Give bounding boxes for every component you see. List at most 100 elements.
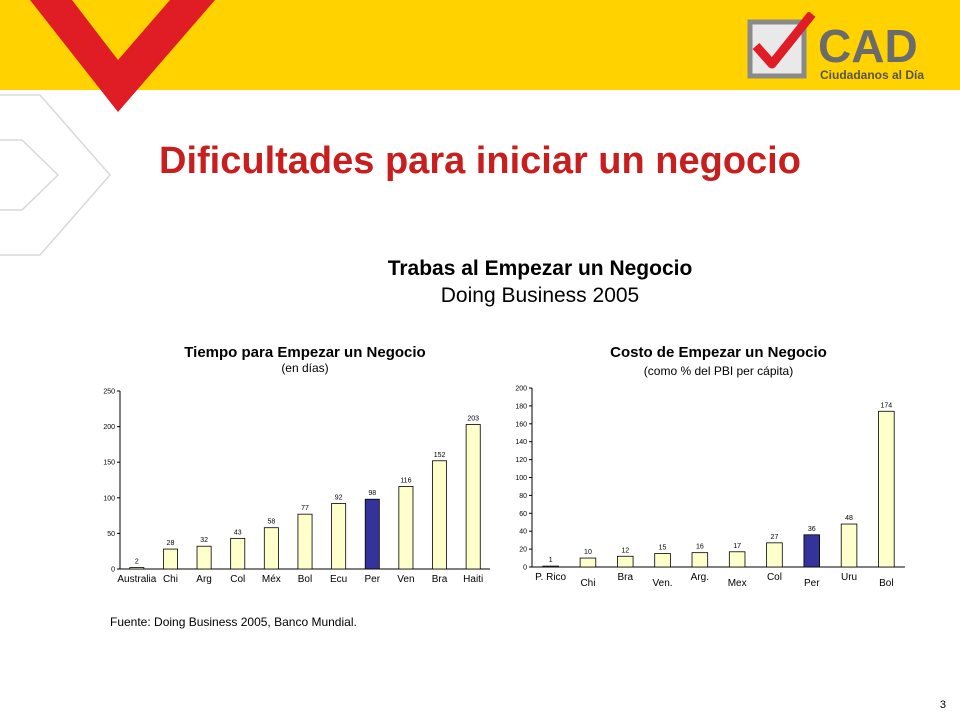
data-label: 43 [234,529,242,536]
y-tick-label: 200 [515,386,527,393]
bar-bol [878,410,895,568]
category-label: Col [767,572,782,583]
decorative-chevrons [0,0,215,256]
chart-time-to-start: Tiempo para Empezar un Negocio(en días) 0… [103,344,490,585]
category-label: Ven. [653,578,673,589]
y-tick-label: 140 [515,439,527,446]
data-label: 12 [621,547,629,554]
chart-subtitle: (en días) [281,361,328,375]
category-label: Méx [262,574,281,585]
page-number: 3 [939,699,946,711]
slide-title: Dificultades para iniciar un negocio [159,140,801,182]
category-label: Uru [841,572,857,583]
chart-cost-to-start: Costo de Empezar un Negocio (como % del P… [515,344,905,589]
category-label: Arg. [691,572,709,583]
red-check-chevron [30,0,215,112]
bar-australia [129,567,145,570]
bar-col [230,537,246,570]
data-label: 17 [733,543,741,550]
bar-bra [432,460,448,570]
y-tick-label: 120 [515,457,527,464]
bar-haiti [465,424,481,570]
category-label: Bra [617,572,633,583]
y-tick-label: 20 [519,547,527,554]
data-label: 92 [335,494,343,501]
y-tick-label: 100 [515,475,527,482]
y-tick-label: 50 [107,531,115,538]
category-label: Bol [298,574,312,585]
logo-text: CAD [818,20,918,72]
y-tick-label: 200 [103,424,115,431]
data-label: 1 [549,557,553,564]
category-label: Chi [163,574,178,585]
data-label: 174 [881,402,893,409]
bar-col [766,542,783,568]
category-label: Australia [117,574,156,585]
bar-chi [162,548,178,570]
bar-arg [196,545,212,570]
category-label: Ven [397,574,414,585]
bar-prico [542,565,559,568]
y-tick-label: 0 [523,565,527,572]
category-label: Arg [196,574,212,585]
data-label: 98 [368,490,376,497]
main-chart-title-block: Trabas al Empezar un Negocio Doing Busin… [340,255,740,309]
cad-logo: CAD Ciudadanos al Día [747,12,924,82]
data-label: 152 [434,452,446,459]
y-tick-label: 80 [519,493,527,500]
y-tick-label: 180 [515,403,527,410]
category-label: Col [230,574,245,585]
source-note: Fuente: Doing Business 2005, Banco Mundi… [110,615,357,629]
y-tick-label: 150 [103,460,115,467]
data-label: 10 [584,549,592,556]
logo-tagline: Ciudadanos al Día [820,68,924,82]
data-label: 203 [467,415,479,422]
bar-per [803,534,820,568]
bar-uru [840,523,858,568]
y-tick-label: 160 [515,421,527,428]
category-label: Mex [728,578,747,589]
data-label: 116 [400,477,411,484]
data-label: 58 [267,519,275,526]
category-label: Chi [580,578,595,589]
category-label: Bol [879,578,893,589]
logo-check-icon [752,12,816,69]
category-label: Ecu [330,574,347,585]
bar-mex [728,551,746,568]
category-label: Haiti [463,574,483,585]
bar-chi [579,557,597,568]
data-label: 77 [301,505,309,512]
y-tick-label: 250 [103,389,115,396]
outline-chevron-inner [0,139,60,211]
bar-bol [297,513,313,570]
data-label: 48 [845,515,853,522]
bar-ven [654,553,671,568]
chart-title: Tiempo para Empezar un Negocio [184,344,425,361]
chart-subtitle: (como % del PBI per cápita) [644,364,793,378]
bar-per [364,498,380,570]
category-label: Per [804,578,820,589]
main-chart-title: Trabas al Empezar un Negocio [387,257,693,280]
bar-bra [617,555,634,568]
bar-ecu [331,503,347,570]
data-label: 32 [200,537,208,544]
bar-arg [691,552,709,568]
category-label: P. Rico [535,572,566,583]
data-label: 36 [808,526,816,533]
data-label: 28 [167,540,175,547]
y-tick-label: 100 [103,495,115,502]
bar-mx [263,527,279,570]
data-label: 27 [771,534,779,541]
category-label: Bra [432,574,448,585]
outline-chevron-outer [0,94,111,256]
data-label: 15 [659,545,667,552]
main-chart-subtitle: Doing Business 2005 [440,284,640,307]
y-tick-label: 60 [519,511,527,518]
data-label: 16 [696,544,704,551]
chart-title: Costo de Empezar un Negocio [610,344,827,361]
y-tick-label: 40 [519,529,527,536]
category-label: Per [364,574,380,585]
bar-ven [398,486,414,570]
data-label: 2 [135,559,139,566]
y-tick-label: 0 [111,567,115,574]
